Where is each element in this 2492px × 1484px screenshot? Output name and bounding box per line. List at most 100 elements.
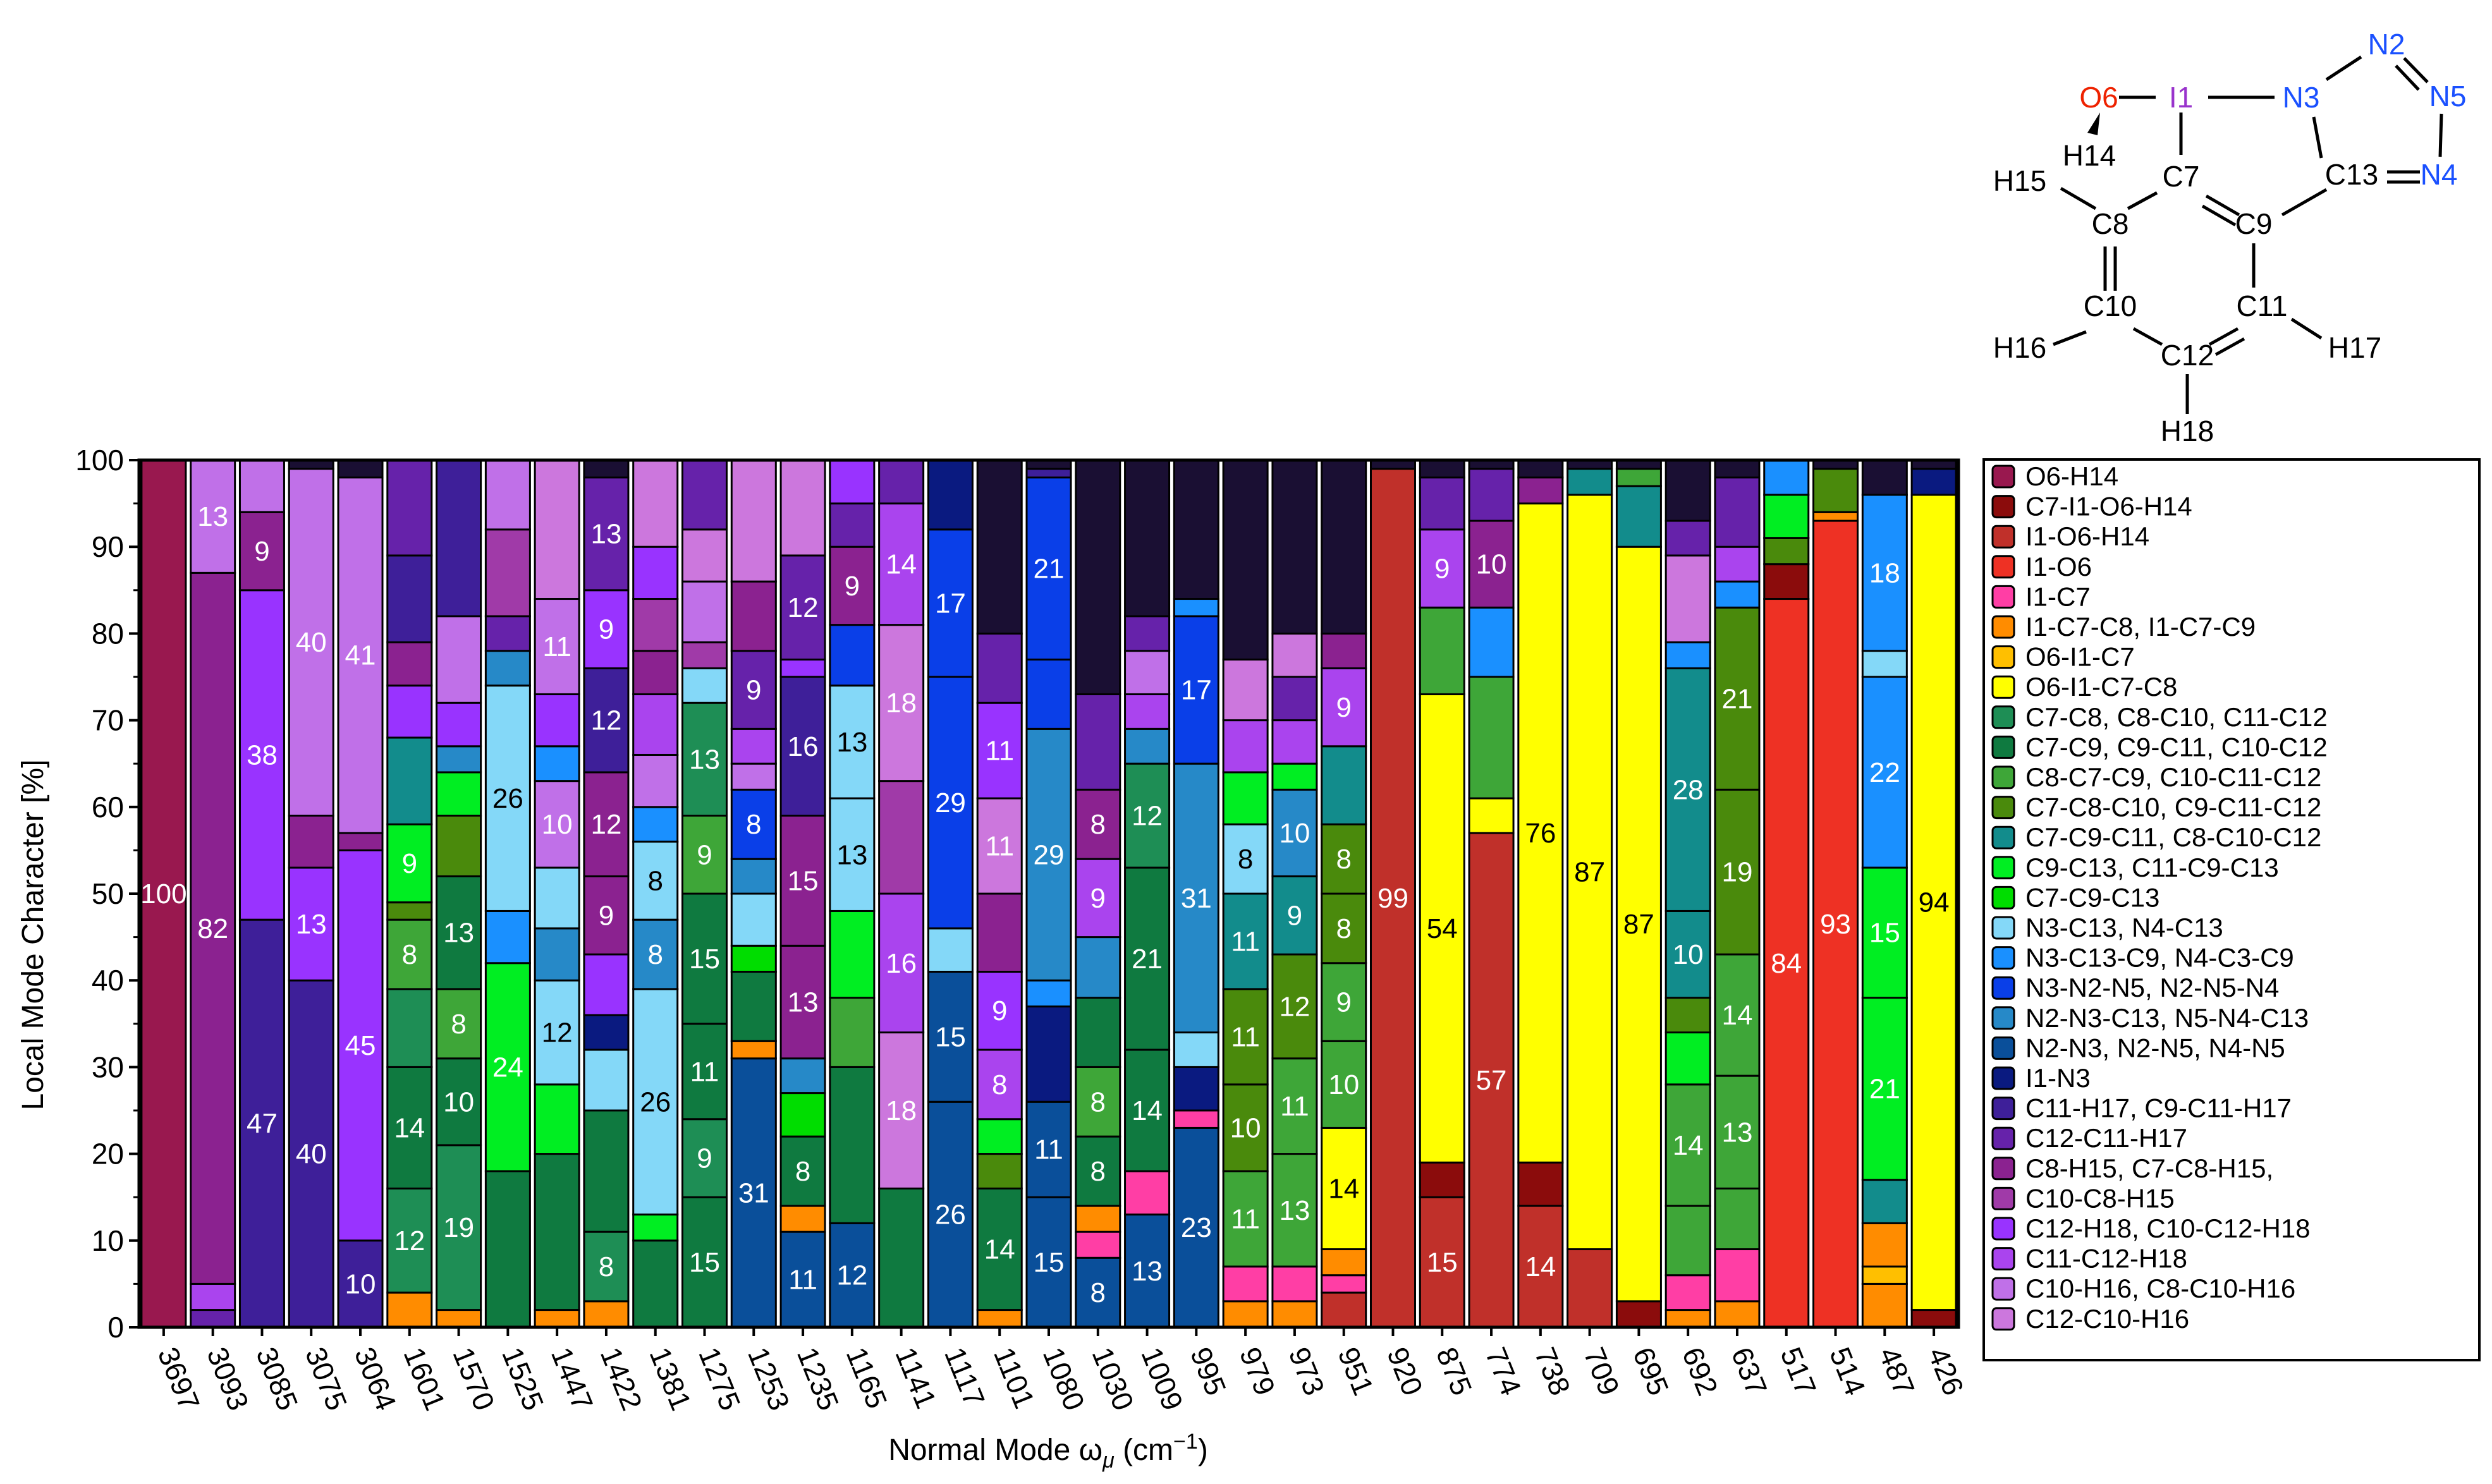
atom-c12: C12 xyxy=(2161,339,2214,372)
bar-segment xyxy=(534,693,580,748)
segment-value-label: 13 xyxy=(443,918,474,949)
segment-value-label: 10 xyxy=(443,1086,474,1117)
legend-label: C7-C9-C11, C8-C10-C12 xyxy=(2025,822,2321,852)
bar-segment xyxy=(730,858,777,895)
bar-segment xyxy=(484,615,531,652)
segment-value-label: 18 xyxy=(886,688,917,719)
bar-segment xyxy=(1419,1196,1465,1329)
bar-segment xyxy=(1763,494,1810,539)
bar-segment xyxy=(681,667,728,704)
segment-value-label: 99 xyxy=(1377,883,1408,914)
bar-segment xyxy=(1222,823,1269,895)
atom-c10: C10 xyxy=(2084,289,2137,322)
bar-segment xyxy=(583,1231,630,1303)
legend-swatch xyxy=(1991,465,2015,489)
legend-entry: I1-C7-C8, I1-C7-C9 xyxy=(1991,612,2256,642)
bar-segment xyxy=(1468,606,1515,678)
segment-value-label: 11 xyxy=(1231,1204,1260,1235)
bar-segment xyxy=(1222,459,1269,661)
bar-segment xyxy=(1124,1049,1171,1172)
bar-segment xyxy=(1615,1300,1662,1329)
bar-segment xyxy=(337,849,384,1242)
bar-segment xyxy=(1419,528,1465,609)
segment-value-label: 26 xyxy=(640,1086,671,1117)
bar-segment xyxy=(1664,554,1711,643)
atom-o6: O6 xyxy=(2079,81,2118,114)
segment-value-label: 8 xyxy=(1336,844,1351,875)
atom-i1: I1 xyxy=(2169,81,2193,114)
bar-segment xyxy=(288,867,334,982)
bar-segment xyxy=(1124,650,1171,695)
segment-value-label: 31 xyxy=(738,1177,769,1208)
bar-1381: 26 8 8 xyxy=(632,459,679,1329)
legend-label: C12-C10-H16 xyxy=(2025,1304,2189,1334)
bar-920: 99 xyxy=(1369,459,1416,1329)
plot-area: 1008213473894013401045411214891910813242… xyxy=(140,459,1957,1329)
bond-c7-c9 xyxy=(2205,194,2240,217)
segment-value-label: 13 xyxy=(836,839,867,870)
bar-segment xyxy=(386,554,433,643)
segment-value-label: 9 xyxy=(1434,554,1450,585)
bar-segment xyxy=(1714,580,1761,609)
segment-value-label: 11 xyxy=(690,1056,719,1087)
segment-value-label: 15 xyxy=(788,865,819,896)
bar-692: 14 10 28 xyxy=(1664,459,1711,1329)
bar-segment xyxy=(583,459,630,478)
bar-segment xyxy=(1271,788,1318,878)
x-tick-label: 738 xyxy=(1529,1342,1577,1400)
bar-segment xyxy=(632,693,679,756)
legend-swatch xyxy=(1991,916,2015,940)
segment-value-label: 8 xyxy=(992,1069,1007,1100)
bar-segment xyxy=(1321,1248,1367,1277)
legend-label: C7-C9-C13 xyxy=(2025,882,2159,912)
segment-value-label: 9 xyxy=(746,675,761,706)
segment-value-label: 8 xyxy=(1090,1156,1106,1187)
bar-segment xyxy=(779,944,826,1060)
bar-segment xyxy=(632,918,679,990)
segment-value-label: 24 xyxy=(492,1052,523,1083)
segment-value-label: 15 xyxy=(1034,1247,1065,1278)
bar-segment xyxy=(1222,892,1269,990)
legend-swatch xyxy=(1991,1097,2015,1121)
bar-segment xyxy=(583,1300,630,1329)
y-tick-label: 20 xyxy=(92,1138,124,1171)
bar-segment xyxy=(484,909,531,964)
bar-segment xyxy=(1468,468,1515,522)
bar-segment xyxy=(1173,1109,1219,1129)
segment-value-label: 9 xyxy=(697,1143,712,1174)
segment-value-label: 19 xyxy=(443,1212,474,1243)
bar-segment xyxy=(436,988,482,1060)
bar-segment xyxy=(583,1014,630,1051)
bar-segment xyxy=(1271,1265,1318,1303)
atom-n3: N3 xyxy=(2283,81,2320,114)
bar-segment xyxy=(1615,545,1662,1303)
bar-segment xyxy=(386,823,433,904)
segment-value-label: 14 xyxy=(1328,1173,1359,1204)
bar-segment xyxy=(730,1040,777,1060)
segment-value-label: 47 xyxy=(247,1109,278,1140)
segment-value-label: 31 xyxy=(1181,883,1212,914)
bar-segment xyxy=(1075,936,1121,999)
segment-value-label: 8 xyxy=(647,939,663,970)
bar-segment xyxy=(632,545,679,600)
atom-h18: H18 xyxy=(2161,415,2214,447)
bar-segment xyxy=(1567,468,1613,496)
bar-segment xyxy=(484,684,531,912)
bar-segment xyxy=(1271,632,1318,678)
bar-segment xyxy=(1861,1179,1908,1224)
bar-segment xyxy=(1173,1066,1219,1112)
legend-swatch xyxy=(1991,585,2015,609)
segment-value-label: 100 xyxy=(140,879,186,909)
bar-segment xyxy=(436,1057,482,1146)
bar-segment xyxy=(730,944,777,973)
y-tick-label: 30 xyxy=(92,1050,124,1083)
legend-label: C11-H17, C9-C11-H17 xyxy=(2025,1093,2292,1123)
x-tick-label: 1165 xyxy=(840,1342,894,1413)
bar-segment xyxy=(878,1187,925,1329)
segment-value-label: 9 xyxy=(402,848,417,879)
segment-value-label: 10 xyxy=(1230,1112,1261,1143)
segment-value-label: 8 xyxy=(1090,809,1106,840)
y-tick-label: 10 xyxy=(92,1224,124,1257)
legend-entry: I1-N3 xyxy=(1991,1063,2091,1093)
bar-segment xyxy=(829,997,876,1068)
